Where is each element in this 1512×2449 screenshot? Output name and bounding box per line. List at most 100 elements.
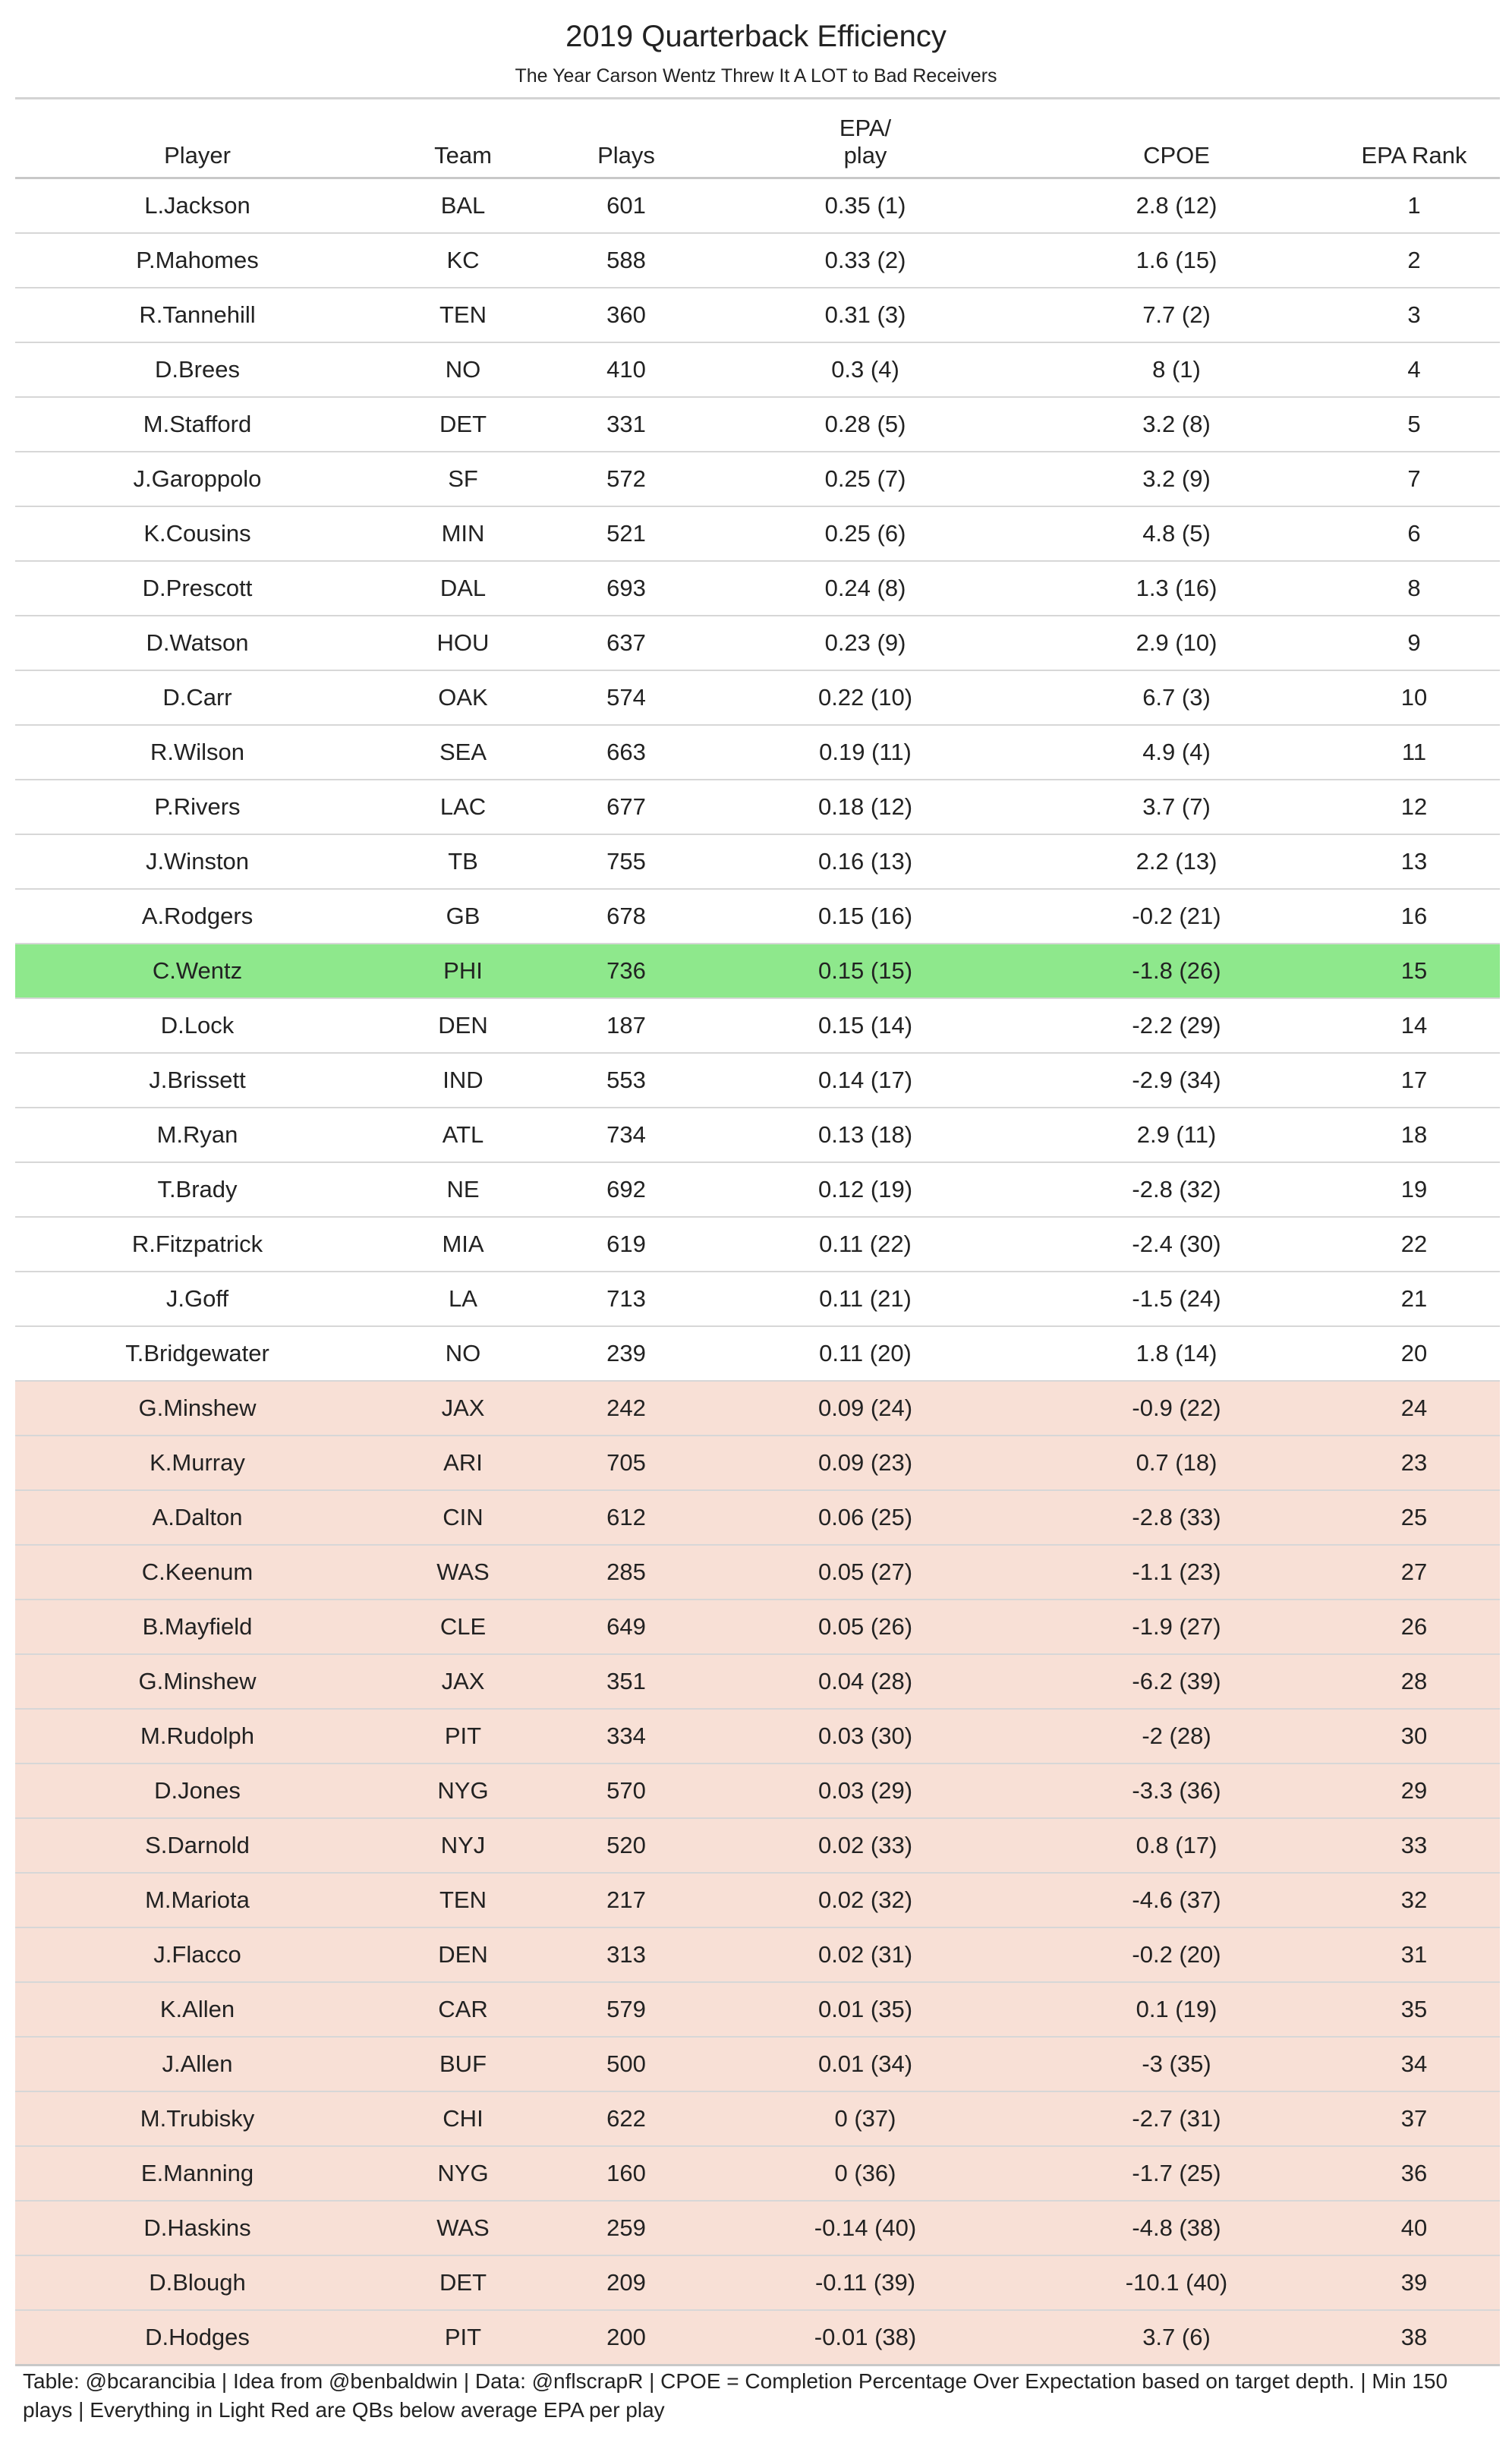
cell-team: PHI: [380, 943, 547, 998]
cell-epa-rank: 15: [1328, 943, 1500, 998]
table-row: D.Haskins WAS 259 -0.14 (40) -4.8 (38) 40: [15, 2200, 1500, 2255]
cell-epa-rank: 22: [1328, 1216, 1500, 1272]
cell-epa-per-play: 0.02 (32): [706, 1872, 1025, 1927]
cell-team: JAX: [380, 1380, 547, 1436]
table-row: D.Lock DEN 187 0.15 (14) -2.2 (29) 14: [15, 998, 1500, 1053]
cell-plays: 579: [547, 1981, 706, 2037]
table-row: R.Tannehill TEN 360 0.31 (3) 7.7 (2) 3: [15, 287, 1500, 342]
cell-team: BAL: [380, 177, 547, 233]
cell-epa-rank: 29: [1328, 1763, 1500, 1818]
cell-plays: 734: [547, 1107, 706, 1162]
table-row: R.Fitzpatrick MIA 619 0.11 (22) -2.4 (30) 22: [15, 1216, 1500, 1272]
cell-player: J.Allen: [15, 2036, 380, 2091]
cell-team: CHI: [380, 2091, 547, 2146]
table-row: D.Watson HOU 637 0.23 (9) 2.9 (10) 9: [15, 615, 1500, 670]
cell-epa-rank: 39: [1328, 2255, 1500, 2310]
cell-epa-rank: 26: [1328, 1599, 1500, 1654]
cell-cpoe: -4.8 (38): [1025, 2200, 1328, 2255]
cell-team: PIT: [380, 2309, 547, 2366]
table-row: M.Rudolph PIT 334 0.03 (30) -2 (28) 30: [15, 1708, 1500, 1763]
table-row: T.Brady NE 692 0.12 (19) -2.8 (32) 19: [15, 1161, 1500, 1217]
table-row: D.Hodges PIT 200 -0.01 (38) 3.7 (6) 38: [15, 2309, 1500, 2366]
cell-team: DAL: [380, 560, 547, 616]
cell-team: NO: [380, 1325, 547, 1381]
cell-epa-per-play: 0.03 (29): [706, 1763, 1025, 1818]
table-row: K.Cousins MIN 521 0.25 (6) 4.8 (5) 6: [15, 506, 1500, 561]
cell-epa-per-play: 0.25 (6): [706, 506, 1025, 561]
cell-player: J.Goff: [15, 1271, 380, 1326]
cell-player: D.Watson: [15, 615, 380, 670]
column-header-player: Player: [164, 142, 231, 169]
cell-plays: 520: [547, 1817, 706, 1873]
cell-team: SEA: [380, 724, 547, 780]
cell-cpoe: -2.8 (33): [1025, 1489, 1328, 1545]
cell-player: E.Manning: [15, 2145, 380, 2201]
cell-epa-rank: 7: [1328, 451, 1500, 506]
cell-epa-per-play: 0.19 (11): [706, 724, 1025, 780]
cell-team: NO: [380, 342, 547, 397]
cell-cpoe: 3.2 (8): [1025, 396, 1328, 452]
cell-epa-per-play: 0.02 (33): [706, 1817, 1025, 1873]
cell-plays: 572: [547, 451, 706, 506]
qb-efficiency-table: Player Team Plays EPA/play CPOE EPA Rank…: [15, 97, 1500, 2366]
cell-epa-per-play: -0.11 (39): [706, 2255, 1025, 2310]
table-row: P.Mahomes KC 588 0.33 (2) 1.6 (15) 2: [15, 232, 1500, 288]
cell-team: ARI: [380, 1435, 547, 1490]
cell-player: T.Bridgewater: [15, 1325, 380, 1381]
chart-title: 2019 Quarterback Efficiency: [565, 20, 947, 53]
table-row: S.Darnold NYJ 520 0.02 (33) 0.8 (17) 33: [15, 1817, 1500, 1873]
cell-team: ATL: [380, 1107, 547, 1162]
cell-epa-per-play: 0.15 (14): [706, 998, 1025, 1053]
cell-plays: 622: [547, 2091, 706, 2146]
cell-plays: 570: [547, 1763, 706, 1818]
cell-player: G.Minshew: [15, 1653, 380, 1709]
chart-subtitle: The Year Carson Wentz Threw It A LOT to …: [515, 65, 997, 87]
cell-epa-per-play: 0.11 (21): [706, 1271, 1025, 1326]
cell-epa-rank: 8: [1328, 560, 1500, 616]
cell-team: DEN: [380, 1927, 547, 1982]
cell-cpoe: 2.9 (10): [1025, 615, 1328, 670]
cell-plays: 242: [547, 1380, 706, 1436]
cell-cpoe: -1.1 (23): [1025, 1544, 1328, 1600]
cell-player: A.Rodgers: [15, 888, 380, 944]
cell-epa-per-play: 0.05 (26): [706, 1599, 1025, 1654]
cell-cpoe: -2.2 (29): [1025, 998, 1328, 1053]
table-row: K.Murray ARI 705 0.09 (23) 0.7 (18) 23: [15, 1435, 1500, 1490]
cell-epa-rank: 11: [1328, 724, 1500, 780]
table-row: D.Blough DET 209 -0.11 (39) -10.1 (40) 39: [15, 2255, 1500, 2310]
cell-team: CAR: [380, 1981, 547, 2037]
table-row: P.Rivers LAC 677 0.18 (12) 3.7 (7) 12: [15, 779, 1500, 834]
cell-epa-per-play: 0.09 (24): [706, 1380, 1025, 1436]
table-row: B.Mayfield CLE 649 0.05 (26) -1.9 (27) 26: [15, 1599, 1500, 1654]
cell-player: D.Jones: [15, 1763, 380, 1818]
cell-plays: 285: [547, 1544, 706, 1600]
cell-epa-per-play: 0.24 (8): [706, 560, 1025, 616]
cell-epa-per-play: 0.04 (28): [706, 1653, 1025, 1709]
cell-player: J.Winston: [15, 834, 380, 889]
cell-plays: 360: [547, 287, 706, 342]
table-row: J.Flacco DEN 313 0.02 (31) -0.2 (20) 31: [15, 1927, 1500, 1982]
cell-cpoe: 2.8 (12): [1025, 177, 1328, 233]
cell-epa-per-play: 0.33 (2): [706, 232, 1025, 288]
cell-epa-rank: 2: [1328, 232, 1500, 288]
cell-team: NE: [380, 1161, 547, 1217]
cell-epa-per-play: 0.35 (1): [706, 177, 1025, 233]
cell-team: CIN: [380, 1489, 547, 1545]
cell-epa-rank: 4: [1328, 342, 1500, 397]
cell-cpoe: 4.8 (5): [1025, 506, 1328, 561]
table-row: M.Ryan ATL 734 0.13 (18) 2.9 (11) 18: [15, 1107, 1500, 1162]
cell-team: OAK: [380, 670, 547, 725]
cell-cpoe: -1.8 (26): [1025, 943, 1328, 998]
cell-epa-per-play: 0.12 (19): [706, 1161, 1025, 1217]
cell-plays: 637: [547, 615, 706, 670]
cell-epa-rank: 21: [1328, 1271, 1500, 1326]
cell-epa-per-play: 0.23 (9): [706, 615, 1025, 670]
cell-player: C.Keenum: [15, 1544, 380, 1600]
cell-team: JAX: [380, 1653, 547, 1709]
cell-epa-rank: 30: [1328, 1708, 1500, 1763]
column-header-epa-rank: EPA Rank: [1361, 142, 1467, 169]
cell-epa-rank: 18: [1328, 1107, 1500, 1162]
cell-plays: 331: [547, 396, 706, 452]
cell-player: M.Stafford: [15, 396, 380, 452]
table-footnote: Table: @bcarancibia | Idea from @benbald…: [23, 2369, 1448, 2422]
